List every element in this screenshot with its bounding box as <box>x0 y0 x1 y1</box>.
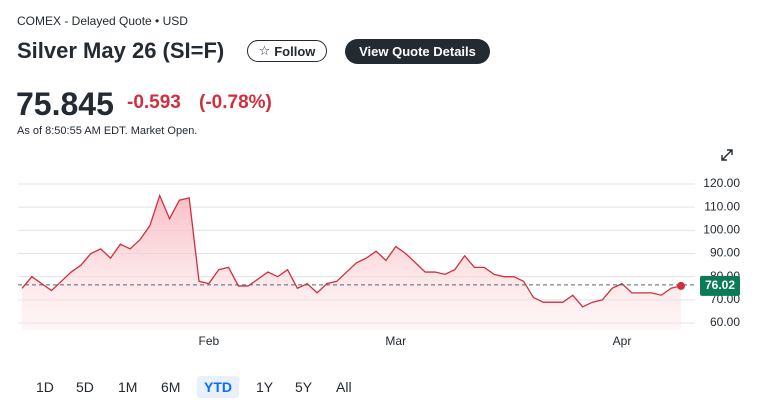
exchange: COMEX - Delayed Quote • USD <box>17 14 188 28</box>
range-button[interactable]: 6M <box>161 379 181 395</box>
x-tick-label: Mar <box>385 334 406 348</box>
change-percent: (-0.78%) <box>199 92 272 113</box>
y-tick-label: 90.00 <box>710 246 740 260</box>
last-point <box>677 281 685 290</box>
range-button[interactable]: 1Y <box>256 379 274 395</box>
x-tick-label: Apr <box>613 334 632 348</box>
as-of: As of 8:50:55 AM EDT. Market Open. <box>17 125 198 137</box>
area-fill <box>22 195 681 330</box>
change: -0.593 <box>127 92 181 113</box>
y-tick-label: 100.00 <box>703 222 740 236</box>
range-button[interactable]: 1D <box>36 379 54 395</box>
y-tick-label: 120.00 <box>703 176 740 190</box>
view-details-button[interactable]: View Quote Details <box>345 39 490 64</box>
range-button[interactable]: 5D <box>76 379 94 395</box>
price: 75.845 <box>16 86 114 122</box>
y-tick-label: 110.00 <box>704 199 740 213</box>
follow-button[interactable]: ☆ Follow <box>247 40 327 62</box>
chart: 60.0070.0080.0090.00100.00110.00120.00Fe… <box>18 149 740 348</box>
last-value-label: 76.02 <box>705 278 735 292</box>
y-tick-label: 60.00 <box>710 315 740 329</box>
x-tick-label: Feb <box>199 334 220 348</box>
price-line <box>21 193 682 308</box>
last-value-tag <box>700 275 740 296</box>
range-button[interactable]: All <box>336 379 352 395</box>
range-button[interactable]: 1M <box>118 379 138 395</box>
follow-label: Follow <box>274 43 316 59</box>
title: Silver May 26 (SI=F) <box>17 38 225 63</box>
range-button[interactable]: YTD <box>197 376 239 398</box>
range-button[interactable]: 5Y <box>295 379 313 395</box>
expand-icon[interactable] <box>721 149 733 161</box>
